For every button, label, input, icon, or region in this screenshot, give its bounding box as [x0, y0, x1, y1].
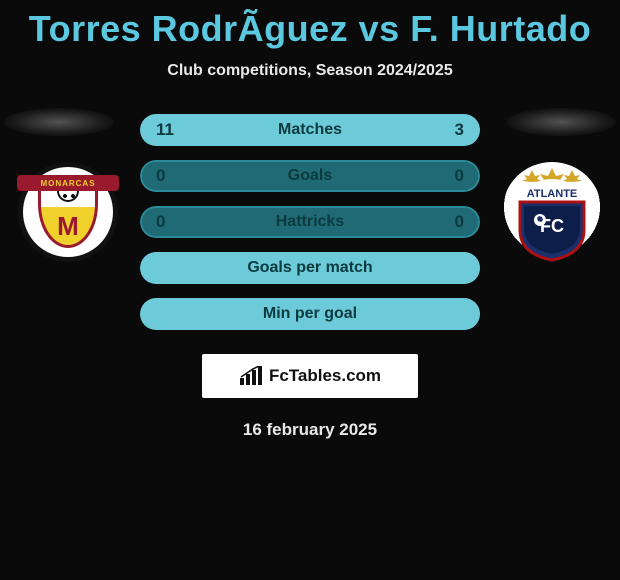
stat-bar: 11 3 Matches — [140, 114, 480, 146]
stat-value-right: 0 — [455, 212, 464, 232]
stat-value-left: 0 — [156, 166, 165, 186]
player-left-badge-morelia: MONARCAS M — [18, 162, 118, 262]
bar-fill-left — [140, 114, 407, 146]
stat-label: Hattricks — [276, 213, 344, 231]
bar-chart-icon — [239, 366, 263, 386]
brand-box: FcTables.com — [202, 354, 418, 398]
stat-value-left: 0 — [156, 212, 165, 232]
atlante-shield-icon: ATLANTE FC — [502, 162, 602, 262]
stat-bar: 0 0 Hattricks — [140, 206, 480, 238]
stat-value-right: 0 — [455, 166, 464, 186]
morelia-m-icon: M — [41, 213, 95, 239]
stat-bar: Goals per match — [140, 252, 480, 284]
stat-value-right: 3 — [455, 120, 464, 140]
player-right-badge-atlante: ATLANTE FC — [502, 162, 602, 262]
comparison-date: 16 february 2025 — [0, 420, 620, 440]
stat-value-left: 11 — [156, 120, 174, 140]
stat-label: Matches — [278, 121, 342, 139]
comparison-content: MONARCAS M ATLANTE FC 113Matches00Goal — [0, 108, 620, 440]
bar-fill-right — [407, 114, 480, 146]
player-left-shadow — [4, 108, 114, 136]
stat-label: Goals — [288, 167, 332, 185]
page-subtitle: Club competitions, Season 2024/2025 — [0, 62, 620, 80]
svg-text:ATLANTE: ATLANTE — [527, 188, 578, 200]
brand-text: FcTables.com — [269, 366, 381, 386]
page-title: Torres RodrÃ­guez vs F. Hurtado — [0, 0, 620, 50]
stat-bar: Min per goal — [140, 298, 480, 330]
player-right-shadow — [506, 108, 616, 136]
morelia-banner-text: MONARCAS — [17, 175, 119, 191]
stat-label: Goals per match — [247, 259, 372, 277]
stat-bars: 11 3 Matches 0 0 Goals 0 0 Hattricks Goals per ma… — [140, 108, 480, 330]
stat-bar: 0 0 Goals — [140, 160, 480, 192]
stat-label: Min per goal — [263, 305, 357, 323]
